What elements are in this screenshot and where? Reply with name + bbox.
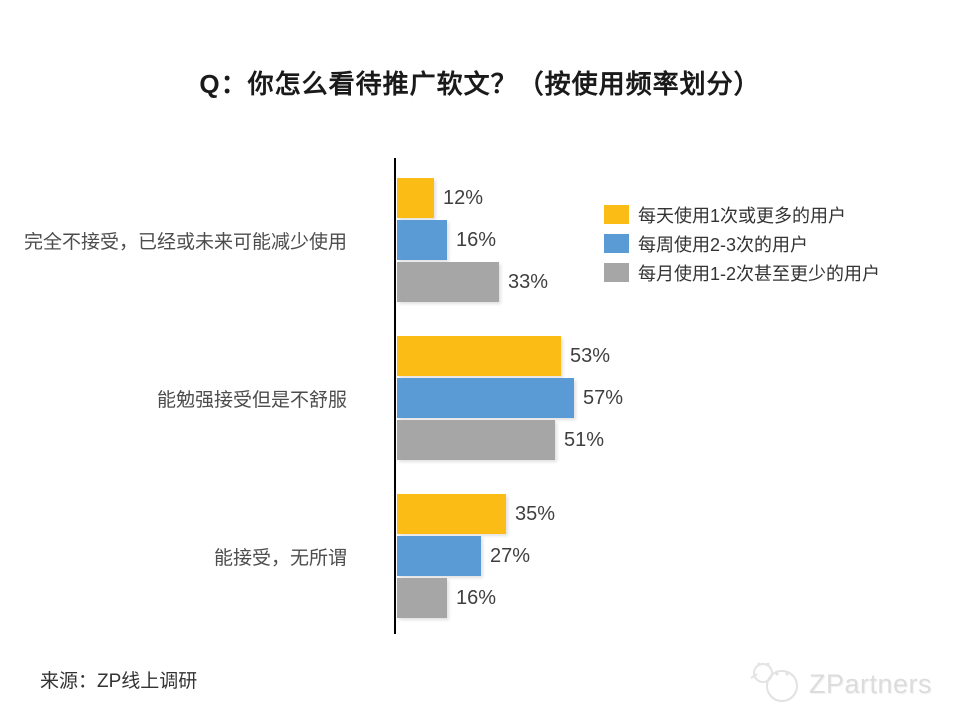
legend: 每天使用1次或更多的用户 每周使用2-3次的用户每月使用1-2次甚至更少的用户 — [604, 200, 880, 287]
category-label: 完全不接受，已经或未来可能减少使用 — [23, 231, 347, 253]
logo-text: ZPartners — [808, 669, 932, 699]
bar-value-label: 35% — [515, 502, 556, 525]
bar — [397, 420, 555, 460]
bar — [397, 220, 447, 260]
bar-row: 16% — [397, 578, 555, 618]
bar-value-label: 57% — [583, 386, 624, 409]
bar-group: 12% 16% 33% — [397, 178, 548, 302]
bar-value-label: 16% — [456, 586, 497, 609]
zpartners-logo: ZPartners — [749, 660, 932, 709]
legend-swatch — [604, 263, 629, 282]
source-note: 来源：ZP线上调研 — [40, 671, 198, 692]
bar-row: 12% — [397, 178, 548, 218]
bar — [397, 536, 481, 576]
bar — [397, 378, 574, 418]
bar — [397, 178, 434, 218]
bar-chart: 完全不接受，已经或未来可能减少使用 12% 16% 33% 能勉强接受但是不舒服 53% 5… — [0, 178, 960, 652]
bar-row: 53% — [397, 336, 623, 376]
bar-row: 27% — [397, 536, 555, 576]
legend-swatch — [604, 205, 629, 224]
legend-label: 每周使用2-3次的用户 — [638, 234, 809, 255]
bar — [397, 494, 506, 534]
bar-value-label: 27% — [490, 544, 531, 567]
legend-item: 每天使用1次或更多的用户 — [604, 200, 880, 229]
bar-value-label: 16% — [456, 228, 497, 251]
chart-title: Q：你怎么看待推广软文？（按使用频率划分） — [199, 69, 761, 99]
bar — [397, 336, 561, 376]
bar-row: 51% — [397, 420, 623, 460]
bar-value-label: 33% — [508, 270, 549, 293]
bar-value-label: 53% — [570, 344, 611, 367]
category-label: 能勉强接受但是不舒服 — [156, 389, 347, 411]
bar-value-label: 51% — [564, 428, 605, 451]
category-label: 能接受，无所谓 — [213, 547, 347, 569]
legend-label: 每月使用1-2次甚至更少的用户 — [638, 263, 881, 284]
bar-value-label: 12% — [443, 186, 484, 209]
bar-row: 33% — [397, 262, 548, 302]
legend-label: 每天使用1次或更多的用户 — [638, 205, 847, 226]
category-group: 能接受，无所谓 35% 27% 16% — [0, 494, 960, 618]
bar-group: 35% 27% 16% — [397, 494, 555, 618]
bar-row: 16% — [397, 220, 548, 260]
legend-swatch — [604, 234, 629, 253]
legend-item: 每周使用2-3次的用户 — [604, 229, 880, 258]
bar-group: 53% 57% 51% — [397, 336, 623, 460]
category-group: 能勉强接受但是不舒服 53% 57% 51% — [0, 336, 960, 460]
category-axis-line — [394, 158, 396, 634]
fish-bubbles-icon — [749, 660, 803, 709]
bar-row: 57% — [397, 378, 623, 418]
bar — [397, 578, 447, 618]
bar — [397, 262, 499, 302]
category-group: 完全不接受，已经或未来可能减少使用 12% 16% 33% — [0, 178, 960, 302]
legend-item: 每月使用1-2次甚至更少的用户 — [604, 258, 880, 287]
bar-row: 35% — [397, 494, 555, 534]
